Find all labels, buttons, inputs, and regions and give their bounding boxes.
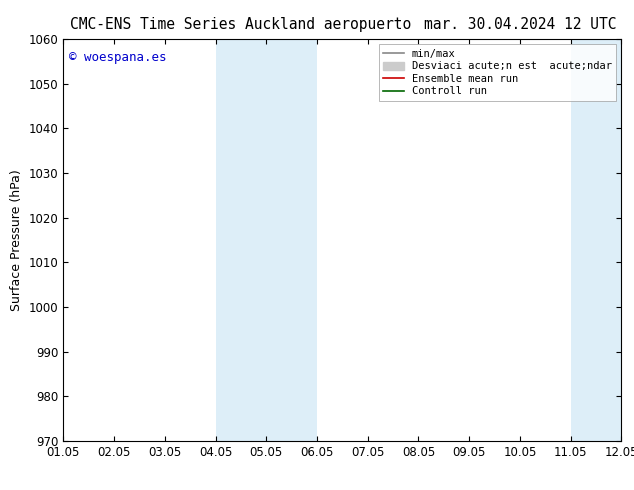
- Bar: [216, 39, 317, 441]
- Text: © woespana.es: © woespana.es: [69, 51, 167, 64]
- Legend: min/max, Desviaci acute;n est  acute;ndar, Ensemble mean run, Controll run: min/max, Desviaci acute;n est acute;ndar…: [378, 45, 616, 100]
- Bar: [571, 39, 634, 441]
- Text: CMC-ENS Time Series Auckland aeropuerto: CMC-ENS Time Series Auckland aeropuerto: [70, 17, 411, 32]
- Y-axis label: Surface Pressure (hPa): Surface Pressure (hPa): [10, 169, 23, 311]
- Text: mar. 30.04.2024 12 UTC: mar. 30.04.2024 12 UTC: [424, 17, 616, 32]
